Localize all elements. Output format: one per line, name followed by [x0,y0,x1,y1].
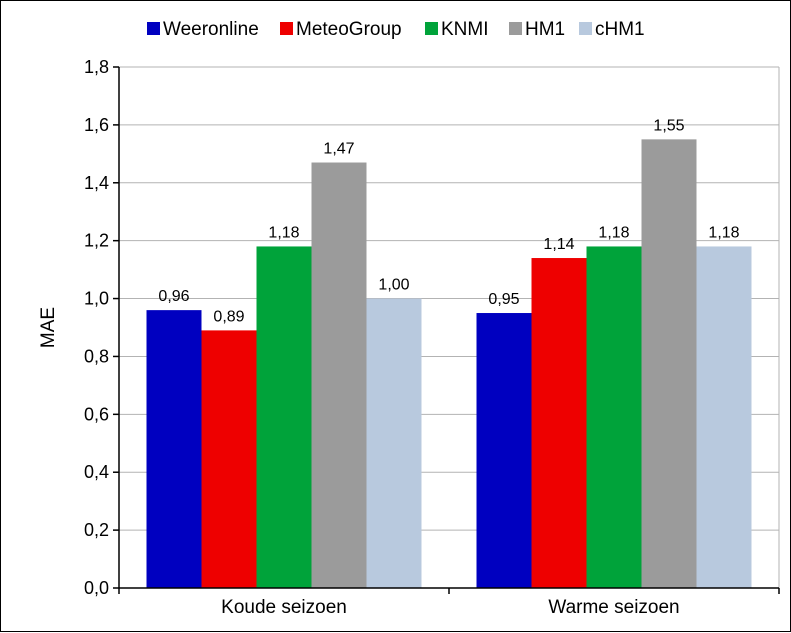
y-axis-title: MAE [38,307,59,348]
bar-knmi-1 [256,246,312,588]
legend-label: KNMI [441,19,489,40]
y-tick-label: 0,8 [84,346,109,366]
data-label: 1,18 [268,224,299,241]
x-category-label: Koude seizoen [221,597,347,618]
data-label: 1,55 [653,117,684,134]
y-tick-labels: 0,0 0,2 0,4 0,6 0,8 1,0 1,2 1,4 1,6 1,8 [84,57,109,598]
legend: Weeronline MeteoGroup KNMI HM1 cHM1 [147,19,645,40]
data-label: 1,18 [708,224,739,241]
y-tick-label: 0,4 [84,462,109,482]
legend-swatch [509,22,522,35]
bar-meteogroup-2 [531,258,587,588]
data-label: 0,89 [213,308,244,325]
value-labels: 0,96 0,89 1,18 1,47 1,00 0,95 1,14 1,18 1,55 1,18 [158,117,739,325]
bar-hm1-2 [641,139,697,588]
legend-swatch [147,22,160,35]
data-label: 1,14 [543,236,574,253]
bar-meteogroup-1 [201,330,257,588]
legend-label: Weeronline [163,19,259,40]
y-tick-label: 1,4 [84,173,109,193]
y-tick-label: 0,0 [84,578,109,598]
axes [113,66,780,594]
legend-swatch [280,22,293,35]
legend-label: HM1 [525,19,565,40]
data-label: 1,00 [378,277,409,294]
legend-swatch [579,22,592,35]
y-tick-label: 1,8 [84,57,109,77]
y-tick-label: 0,6 [84,404,109,424]
legend-swatch [425,22,438,35]
bars [146,139,752,588]
y-tick-label: 1,6 [84,115,109,135]
data-label: 1,47 [323,141,354,158]
bar-weeronline-2 [476,313,532,588]
y-tick-label: 1,2 [84,231,109,251]
bar-weeronline-1 [146,310,202,588]
y-tick-label: 1,0 [84,289,109,309]
data-label: 0,95 [488,291,519,308]
legend-label: cHM1 [595,19,645,40]
data-label: 0,96 [158,288,189,305]
x-category-labels: Koude seizoen Warme seizoen [221,597,680,618]
y-tick-label: 0,2 [84,520,109,540]
bar-chm1-2 [696,246,752,588]
x-category-label: Warme seizoen [548,597,679,618]
legend-label: MeteoGroup [296,19,402,40]
bar-chm1-1 [366,298,422,588]
bar-knmi-2 [586,246,642,588]
bar-hm1-1 [311,162,367,588]
data-label: 1,18 [598,224,629,241]
